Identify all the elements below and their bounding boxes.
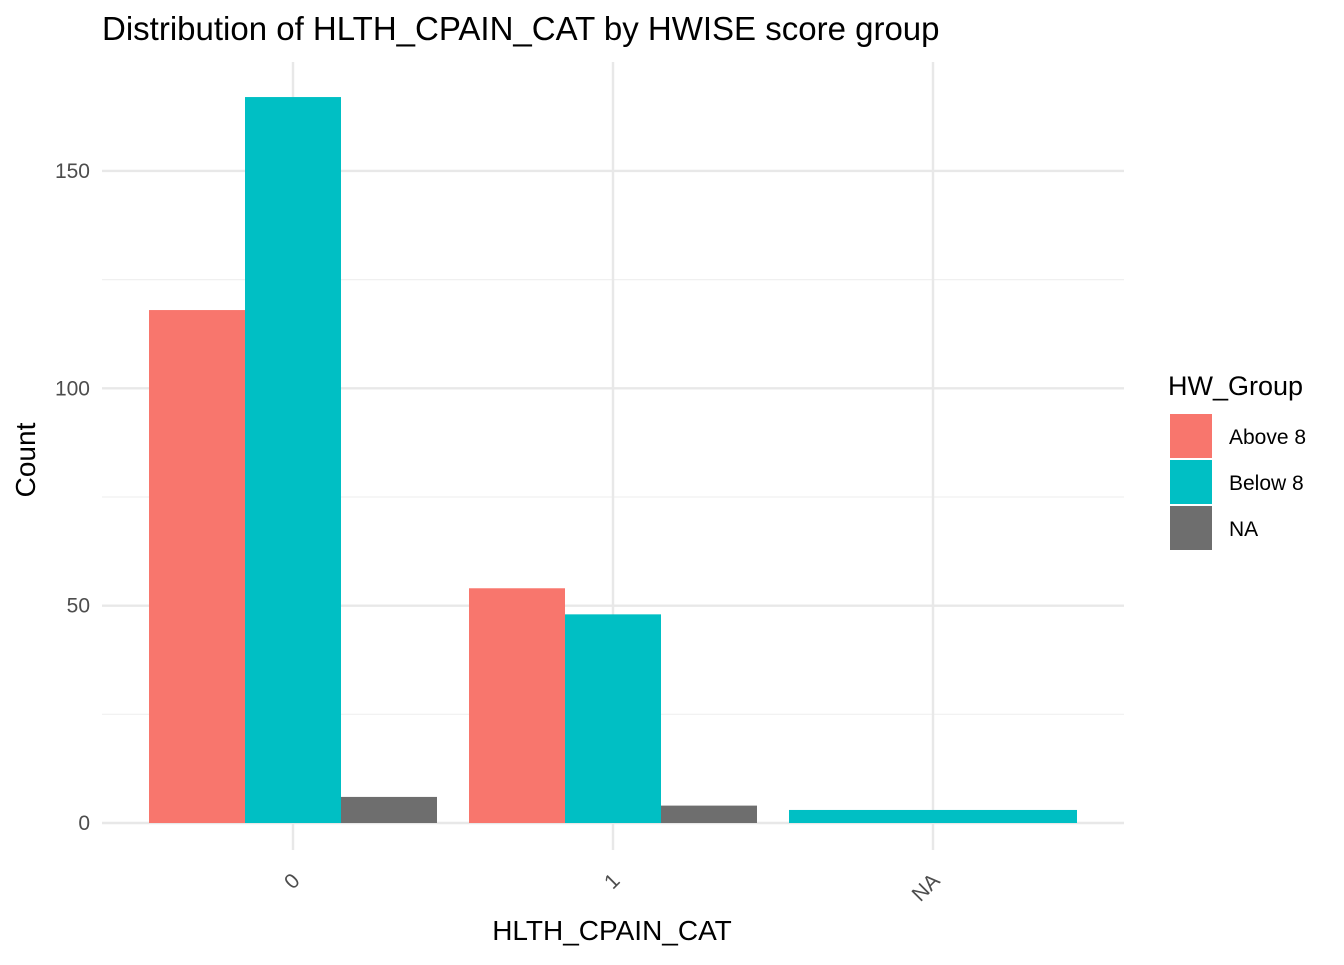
bar-above-8 xyxy=(149,310,245,824)
bar-na xyxy=(661,805,757,823)
legend-key xyxy=(1170,506,1212,550)
legend-label: NA xyxy=(1229,518,1258,541)
chart-title: Distribution of HLTH_CPAIN_CAT by HWISE … xyxy=(102,10,940,47)
y-axis-title: Count xyxy=(10,422,41,497)
legend-title: HW_Group xyxy=(1168,371,1303,401)
bar-below-8 xyxy=(565,614,661,823)
x-tick-label: NA xyxy=(908,869,945,906)
x-tick-label: 0 xyxy=(280,869,305,894)
legend-key xyxy=(1170,414,1212,458)
legend-label: Below 8 xyxy=(1229,472,1304,495)
bar-na xyxy=(341,796,437,823)
x-axis-ticks: 0 1 NA xyxy=(280,869,945,906)
bar-below-8 xyxy=(245,97,341,823)
y-tick-label: 100 xyxy=(55,377,90,400)
x-tick-label: 1 xyxy=(600,869,625,894)
y-axis-ticks: 0 50 100 150 xyxy=(55,160,90,835)
legend-label: Above 8 xyxy=(1229,426,1306,449)
legend-key xyxy=(1170,460,1212,504)
y-tick-label: 50 xyxy=(67,595,90,618)
bar-below-8 xyxy=(789,809,1077,823)
legend: HW_Group Above 8 Below 8 NA xyxy=(1168,371,1306,550)
bars xyxy=(149,97,1077,824)
y-tick-label: 150 xyxy=(55,160,90,183)
bar-above-8 xyxy=(469,588,565,823)
x-axis-title: HLTH_CPAIN_CAT xyxy=(492,915,732,946)
y-tick-label: 0 xyxy=(78,812,90,835)
